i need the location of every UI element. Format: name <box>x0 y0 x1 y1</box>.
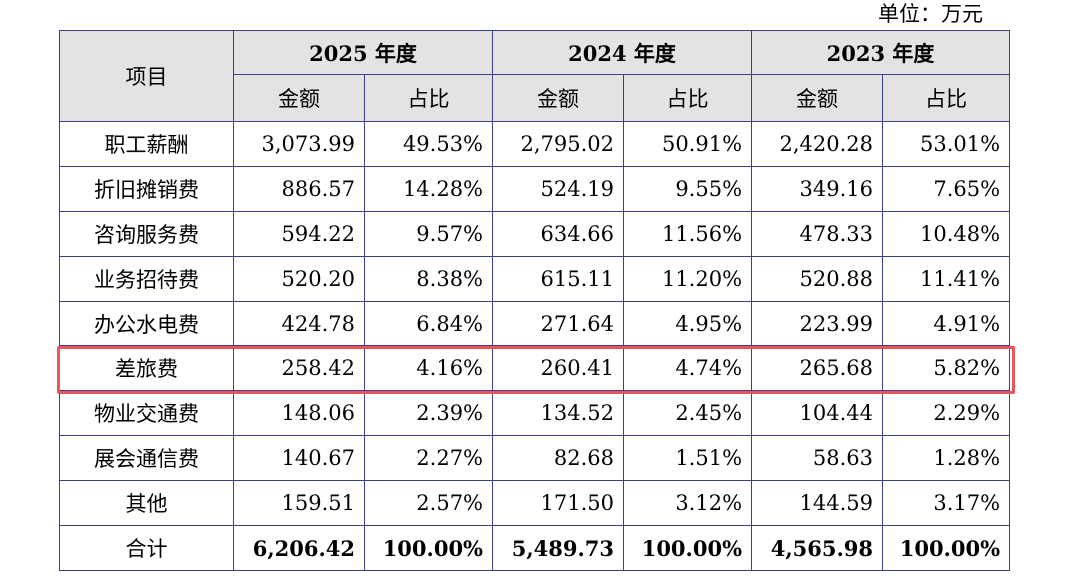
cell-amount-2024: 82.68 <box>492 435 625 482</box>
cell-ratio-2023: 5.82% <box>882 345 1011 392</box>
cell-ratio-2025: 4.16% <box>363 345 494 392</box>
cell-ratio-2024: 50.91% <box>623 121 753 167</box>
total-ratio-2025: 100.00% <box>363 525 494 572</box>
cell-ratio-2025: 2.57% <box>363 480 494 527</box>
header-ratio: 占比 <box>623 74 753 122</box>
cell-ratio-2024: 11.56% <box>623 210 753 257</box>
row-item: 差旅费 <box>59 345 234 392</box>
table-row-total: 合计 6,206.42 100.00% 5,489.73 100.00% 4,5… <box>59 525 1011 572</box>
row-item: 职工薪酬 <box>59 121 234 167</box>
cell-ratio-2025: 2.39% <box>363 390 494 437</box>
cell-amount-2025: 3,073.99 <box>233 121 365 167</box>
unit-label: 单位：万元 <box>878 2 983 26</box>
total-amount-2025: 6,206.42 <box>233 525 365 572</box>
cell-amount-2025: 594.22 <box>233 210 365 257</box>
cell-amount-2023: 520.88 <box>751 255 884 302</box>
cell-ratio-2024: 3.12% <box>623 480 753 527</box>
total-label: 合计 <box>59 525 234 572</box>
cell-ratio-2025: 6.84% <box>363 300 494 347</box>
cell-ratio-2024: 1.51% <box>623 435 753 482</box>
row-item: 其他 <box>59 480 234 527</box>
cell-amount-2023: 2,420.28 <box>751 121 884 167</box>
cell-ratio-2023: 1.28% <box>882 435 1011 482</box>
header-item: 项目 <box>59 30 234 122</box>
cell-ratio-2024: 9.55% <box>623 165 753 212</box>
header-year-2024: 2024 年度 <box>492 30 753 75</box>
cell-ratio-2023: 2.29% <box>882 390 1011 437</box>
table-row: 办公水电费 424.78 6.84% 271.64 4.95% 223.99 4… <box>59 300 1011 347</box>
cell-ratio-2025: 14.28% <box>363 165 494 212</box>
header-row-years: 项目 2025 年度 2024 年度 2023 年度 <box>59 30 1011 122</box>
table-row-highlighted: 差旅费 258.42 4.16% 260.41 4.74% 265.68 5.8… <box>59 345 1011 392</box>
cell-ratio-2025: 49.53% <box>363 121 494 167</box>
cell-amount-2023: 58.63 <box>751 435 884 482</box>
total-ratio-2023: 100.00% <box>882 525 1011 572</box>
table-row: 职工薪酬 3,073.99 49.53% 2,795.02 50.91% 2,4… <box>59 121 1011 167</box>
header-year-2023: 2023 年度 <box>751 30 1011 75</box>
cell-amount-2024: 2,795.02 <box>492 121 625 167</box>
row-item: 办公水电费 <box>59 300 234 347</box>
cell-amount-2023: 104.44 <box>751 390 884 437</box>
cell-amount-2024: 134.52 <box>492 390 625 437</box>
cell-amount-2025: 886.57 <box>233 165 365 212</box>
cell-amount-2023: 349.16 <box>751 165 884 212</box>
table-row: 展会通信费 140.67 2.27% 82.68 1.51% 58.63 1.2… <box>59 435 1011 482</box>
cell-ratio-2025: 8.38% <box>363 255 494 302</box>
cell-amount-2025: 159.51 <box>233 480 365 527</box>
total-amount-2023: 4,565.98 <box>751 525 884 572</box>
cell-amount-2025: 140.67 <box>233 435 365 482</box>
table-row: 物业交通费 148.06 2.39% 134.52 2.45% 104.44 2… <box>59 390 1011 437</box>
cell-amount-2023: 265.68 <box>751 345 884 392</box>
cell-ratio-2024: 2.45% <box>623 390 753 437</box>
cell-amount-2025: 148.06 <box>233 390 365 437</box>
table-row: 其他 159.51 2.57% 171.50 3.12% 144.59 3.17… <box>59 480 1011 527</box>
row-item: 展会通信费 <box>59 435 234 482</box>
row-item: 业务招待费 <box>59 255 234 302</box>
header-row-columns: 金额 占比 金额 占比 金额 占比 <box>60 74 1011 122</box>
table-row: 咨询服务费 594.22 9.57% 634.66 11.56% 478.33 … <box>59 210 1011 257</box>
header-ratio: 占比 <box>363 74 494 122</box>
header-amount: 金额 <box>751 74 884 122</box>
table-row: 折旧摊销费 886.57 14.28% 524.19 9.55% 349.16 … <box>59 165 1011 212</box>
expense-table: 项目 2025 年度 2024 年度 2023 年度 金额 占比 金额 占比 金… <box>59 30 1011 572</box>
table-row: 业务招待费 520.20 8.38% 615.11 11.20% 520.88 … <box>59 255 1011 302</box>
cell-amount-2024: 171.50 <box>492 480 625 527</box>
total-ratio-2024: 100.00% <box>623 525 753 572</box>
cell-ratio-2023: 3.17% <box>882 480 1011 527</box>
cell-ratio-2023: 53.01% <box>882 121 1011 167</box>
cell-ratio-2024: 4.74% <box>623 345 753 392</box>
cell-amount-2023: 223.99 <box>751 300 884 347</box>
row-item: 折旧摊销费 <box>59 165 234 212</box>
row-item: 物业交通费 <box>59 390 234 437</box>
row-item: 咨询服务费 <box>59 210 234 257</box>
cell-amount-2023: 144.59 <box>751 480 884 527</box>
cell-ratio-2024: 4.95% <box>623 300 753 347</box>
cell-amount-2024: 524.19 <box>492 165 625 212</box>
cell-amount-2024: 634.66 <box>492 210 625 257</box>
cell-ratio-2023: 10.48% <box>882 210 1011 257</box>
cell-amount-2025: 258.42 <box>233 345 365 392</box>
cell-amount-2023: 478.33 <box>751 210 884 257</box>
cell-amount-2025: 424.78 <box>233 300 365 347</box>
cell-ratio-2025: 2.27% <box>363 435 494 482</box>
header-amount: 金额 <box>233 74 365 122</box>
cell-amount-2024: 260.41 <box>492 345 625 392</box>
header-year-2025: 2025 年度 <box>232 30 494 75</box>
cell-amount-2024: 615.11 <box>492 255 625 302</box>
cell-amount-2024: 271.64 <box>492 300 625 347</box>
header-amount: 金额 <box>492 74 625 122</box>
cell-amount-2025: 520.20 <box>233 255 365 302</box>
cell-ratio-2023: 7.65% <box>882 165 1011 212</box>
cell-ratio-2023: 11.41% <box>882 255 1011 302</box>
header-ratio: 占比 <box>882 74 1011 122</box>
total-amount-2024: 5,489.73 <box>492 525 625 572</box>
cell-ratio-2025: 9.57% <box>363 210 494 257</box>
cell-ratio-2023: 4.91% <box>882 300 1011 347</box>
cell-ratio-2024: 11.20% <box>623 255 753 302</box>
